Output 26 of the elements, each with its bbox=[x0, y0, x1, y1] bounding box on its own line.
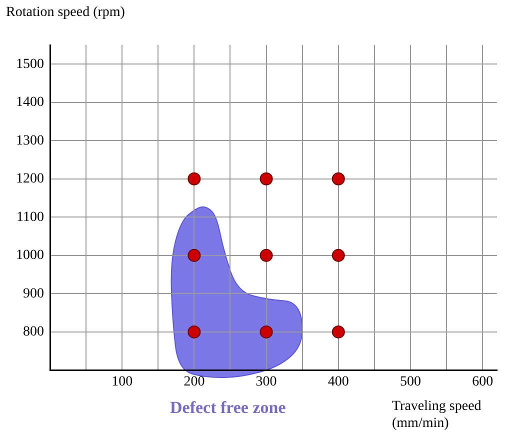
x-tick-label: 600 bbox=[472, 374, 494, 390]
point bbox=[260, 248, 273, 262]
y-tick-label: 1100 bbox=[16, 210, 44, 225]
x-tick-label: 300 bbox=[256, 374, 277, 390]
y-tick-label: 1500 bbox=[16, 56, 44, 72]
x-tick-label: 400 bbox=[328, 374, 349, 390]
point bbox=[188, 325, 201, 338]
y-tick-label: 800 bbox=[23, 324, 44, 340]
point bbox=[188, 172, 201, 186]
point bbox=[332, 325, 345, 338]
text: Defect free zone bbox=[170, 398, 286, 418]
x-tick-label: 200 bbox=[184, 374, 205, 390]
point bbox=[188, 248, 201, 262]
y-tick-label: 900 bbox=[23, 286, 44, 302]
point bbox=[332, 248, 345, 262]
y-tick-label: 1000 bbox=[16, 248, 44, 264]
y-tick-label: 1200 bbox=[16, 172, 44, 187]
x-axis-title: Traveling speed (mm/min) bbox=[392, 398, 482, 432]
y-axis-title: Rotation speed (rpm) bbox=[6, 4, 126, 21]
x-tick-label: 500 bbox=[400, 374, 421, 390]
y-tick-label: 1300 bbox=[16, 133, 44, 148]
y-tick-label: 1400 bbox=[16, 95, 44, 110]
point bbox=[332, 172, 345, 186]
point bbox=[260, 325, 273, 338]
point bbox=[260, 172, 273, 186]
x-tick-label: 100 bbox=[112, 374, 133, 390]
